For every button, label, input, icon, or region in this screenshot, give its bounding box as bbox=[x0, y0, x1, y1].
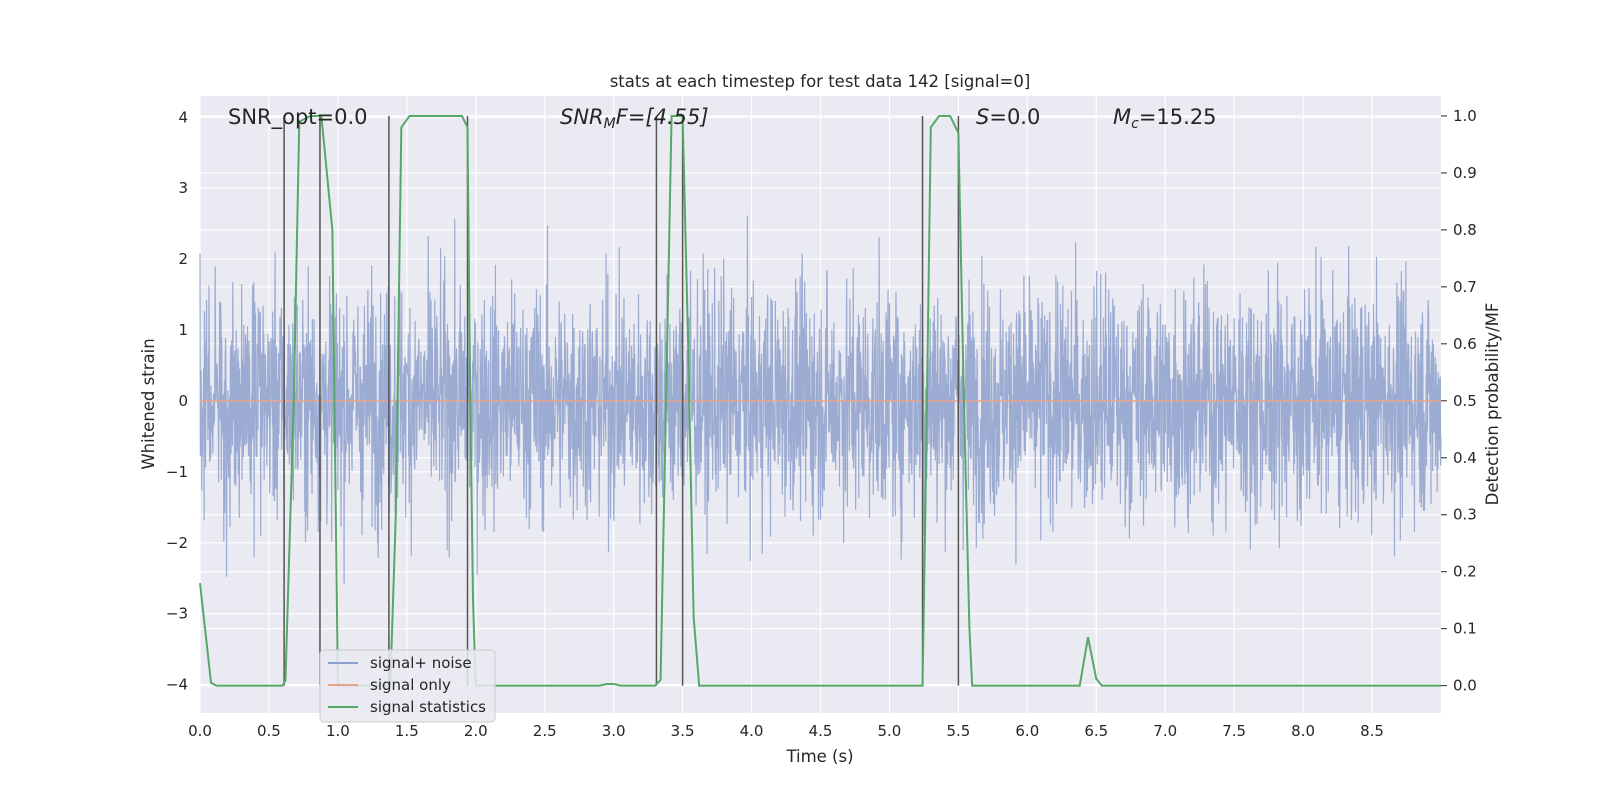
y-left-tick-label: 0 bbox=[178, 392, 188, 410]
y-right-tick-label: 0.4 bbox=[1453, 449, 1477, 467]
y-right-tick-label: 0.8 bbox=[1453, 221, 1477, 239]
x-axis-ticks: 0.0 0.5 1.0 1.5 2.0 2.5 3.0 3.5 4.0 4.5 5.0 5.5 6.0 6… bbox=[188, 722, 1384, 740]
x-tick-label: 4.0 bbox=[740, 722, 764, 740]
y-right-tick-label: 0.1 bbox=[1453, 620, 1477, 638]
y-right-axis-ticks: 1.0 0.9 0.8 0.7 0.6 0.5 0.4 0.3 0.2 0.1 0.0 bbox=[1441, 107, 1477, 695]
x-axis-label: Time (s) bbox=[785, 747, 853, 766]
chart-title: stats at each timestep for test data 142… bbox=[610, 72, 1031, 91]
x-tick-label: 7.5 bbox=[1222, 722, 1246, 740]
x-tick-label: 2.5 bbox=[533, 722, 557, 740]
y-right-tick-label: 0.2 bbox=[1453, 563, 1477, 581]
x-tick-label: 0.0 bbox=[188, 722, 212, 740]
annotation-snr-opt: SNR_opt=0.0 bbox=[228, 105, 368, 130]
y-left-axis-ticks: 4 3 2 1 0 −1 −2 −3 −4 bbox=[166, 108, 188, 693]
x-tick-label: 6.0 bbox=[1015, 722, 1039, 740]
legend-label-signal-noise: signal+ noise bbox=[370, 654, 472, 672]
y-left-tick-label: −2 bbox=[166, 534, 188, 552]
y-right-tick-label: 0.7 bbox=[1453, 278, 1477, 296]
y-right-axis-label: Detection probability/MF bbox=[1483, 303, 1502, 506]
x-tick-label: 2.0 bbox=[464, 722, 488, 740]
signal-noise-line bbox=[199, 215, 1442, 584]
x-tick-label: 0.5 bbox=[257, 722, 281, 740]
y-right-tick-label: 0.0 bbox=[1453, 677, 1477, 695]
y-left-tick-label: 2 bbox=[178, 250, 188, 268]
y-right-tick-label: 0.5 bbox=[1453, 392, 1477, 410]
signal-statistics-series bbox=[199, 114, 1441, 687]
y-left-tick-label: 3 bbox=[178, 179, 188, 197]
y-right-tick-label: 0.3 bbox=[1453, 506, 1477, 524]
x-tick-label: 1.0 bbox=[326, 722, 350, 740]
y-right-tick-label: 1.0 bbox=[1453, 107, 1477, 125]
legend: signal+ noise signal only signal statist… bbox=[319, 649, 496, 723]
x-tick-label: 6.5 bbox=[1084, 722, 1108, 740]
y-left-axis-label: Whitened strain bbox=[139, 338, 158, 469]
y-right-tick-label: 0.6 bbox=[1453, 335, 1477, 353]
y-left-tick-label: −1 bbox=[166, 463, 188, 481]
legend-label-signal-only: signal only bbox=[370, 676, 451, 694]
x-tick-label: 5.0 bbox=[878, 722, 902, 740]
x-tick-label: 3.5 bbox=[671, 722, 695, 740]
x-tick-label: 1.5 bbox=[395, 722, 419, 740]
x-tick-label: 8.0 bbox=[1291, 722, 1315, 740]
y-right-tick-label: 0.9 bbox=[1453, 164, 1477, 182]
annotation-snr-mf: SNRMF=[4.55] bbox=[560, 105, 709, 132]
legend-box bbox=[319, 649, 496, 723]
y-left-tick-label: −3 bbox=[166, 605, 188, 623]
x-tick-label: 7.0 bbox=[1153, 722, 1177, 740]
x-tick-label: 3.0 bbox=[602, 722, 626, 740]
y-left-tick-label: −4 bbox=[166, 676, 188, 694]
annotation-mc: Mc=15.25 bbox=[1113, 105, 1217, 132]
y-left-tick-label: 1 bbox=[178, 321, 188, 339]
x-tick-label: 5.5 bbox=[946, 722, 970, 740]
annotation-s: S=0.0 bbox=[976, 105, 1040, 129]
x-tick-label: 8.5 bbox=[1360, 722, 1384, 740]
y-left-tick-label: 4 bbox=[178, 108, 188, 126]
x-tick-label: 4.5 bbox=[809, 722, 833, 740]
signal-statistics-line bbox=[199, 114, 1441, 687]
vertical-marker-lines bbox=[283, 115, 960, 686]
signal-noise-series bbox=[199, 215, 1442, 584]
legend-label-signal-statistics: signal statistics bbox=[370, 698, 486, 716]
